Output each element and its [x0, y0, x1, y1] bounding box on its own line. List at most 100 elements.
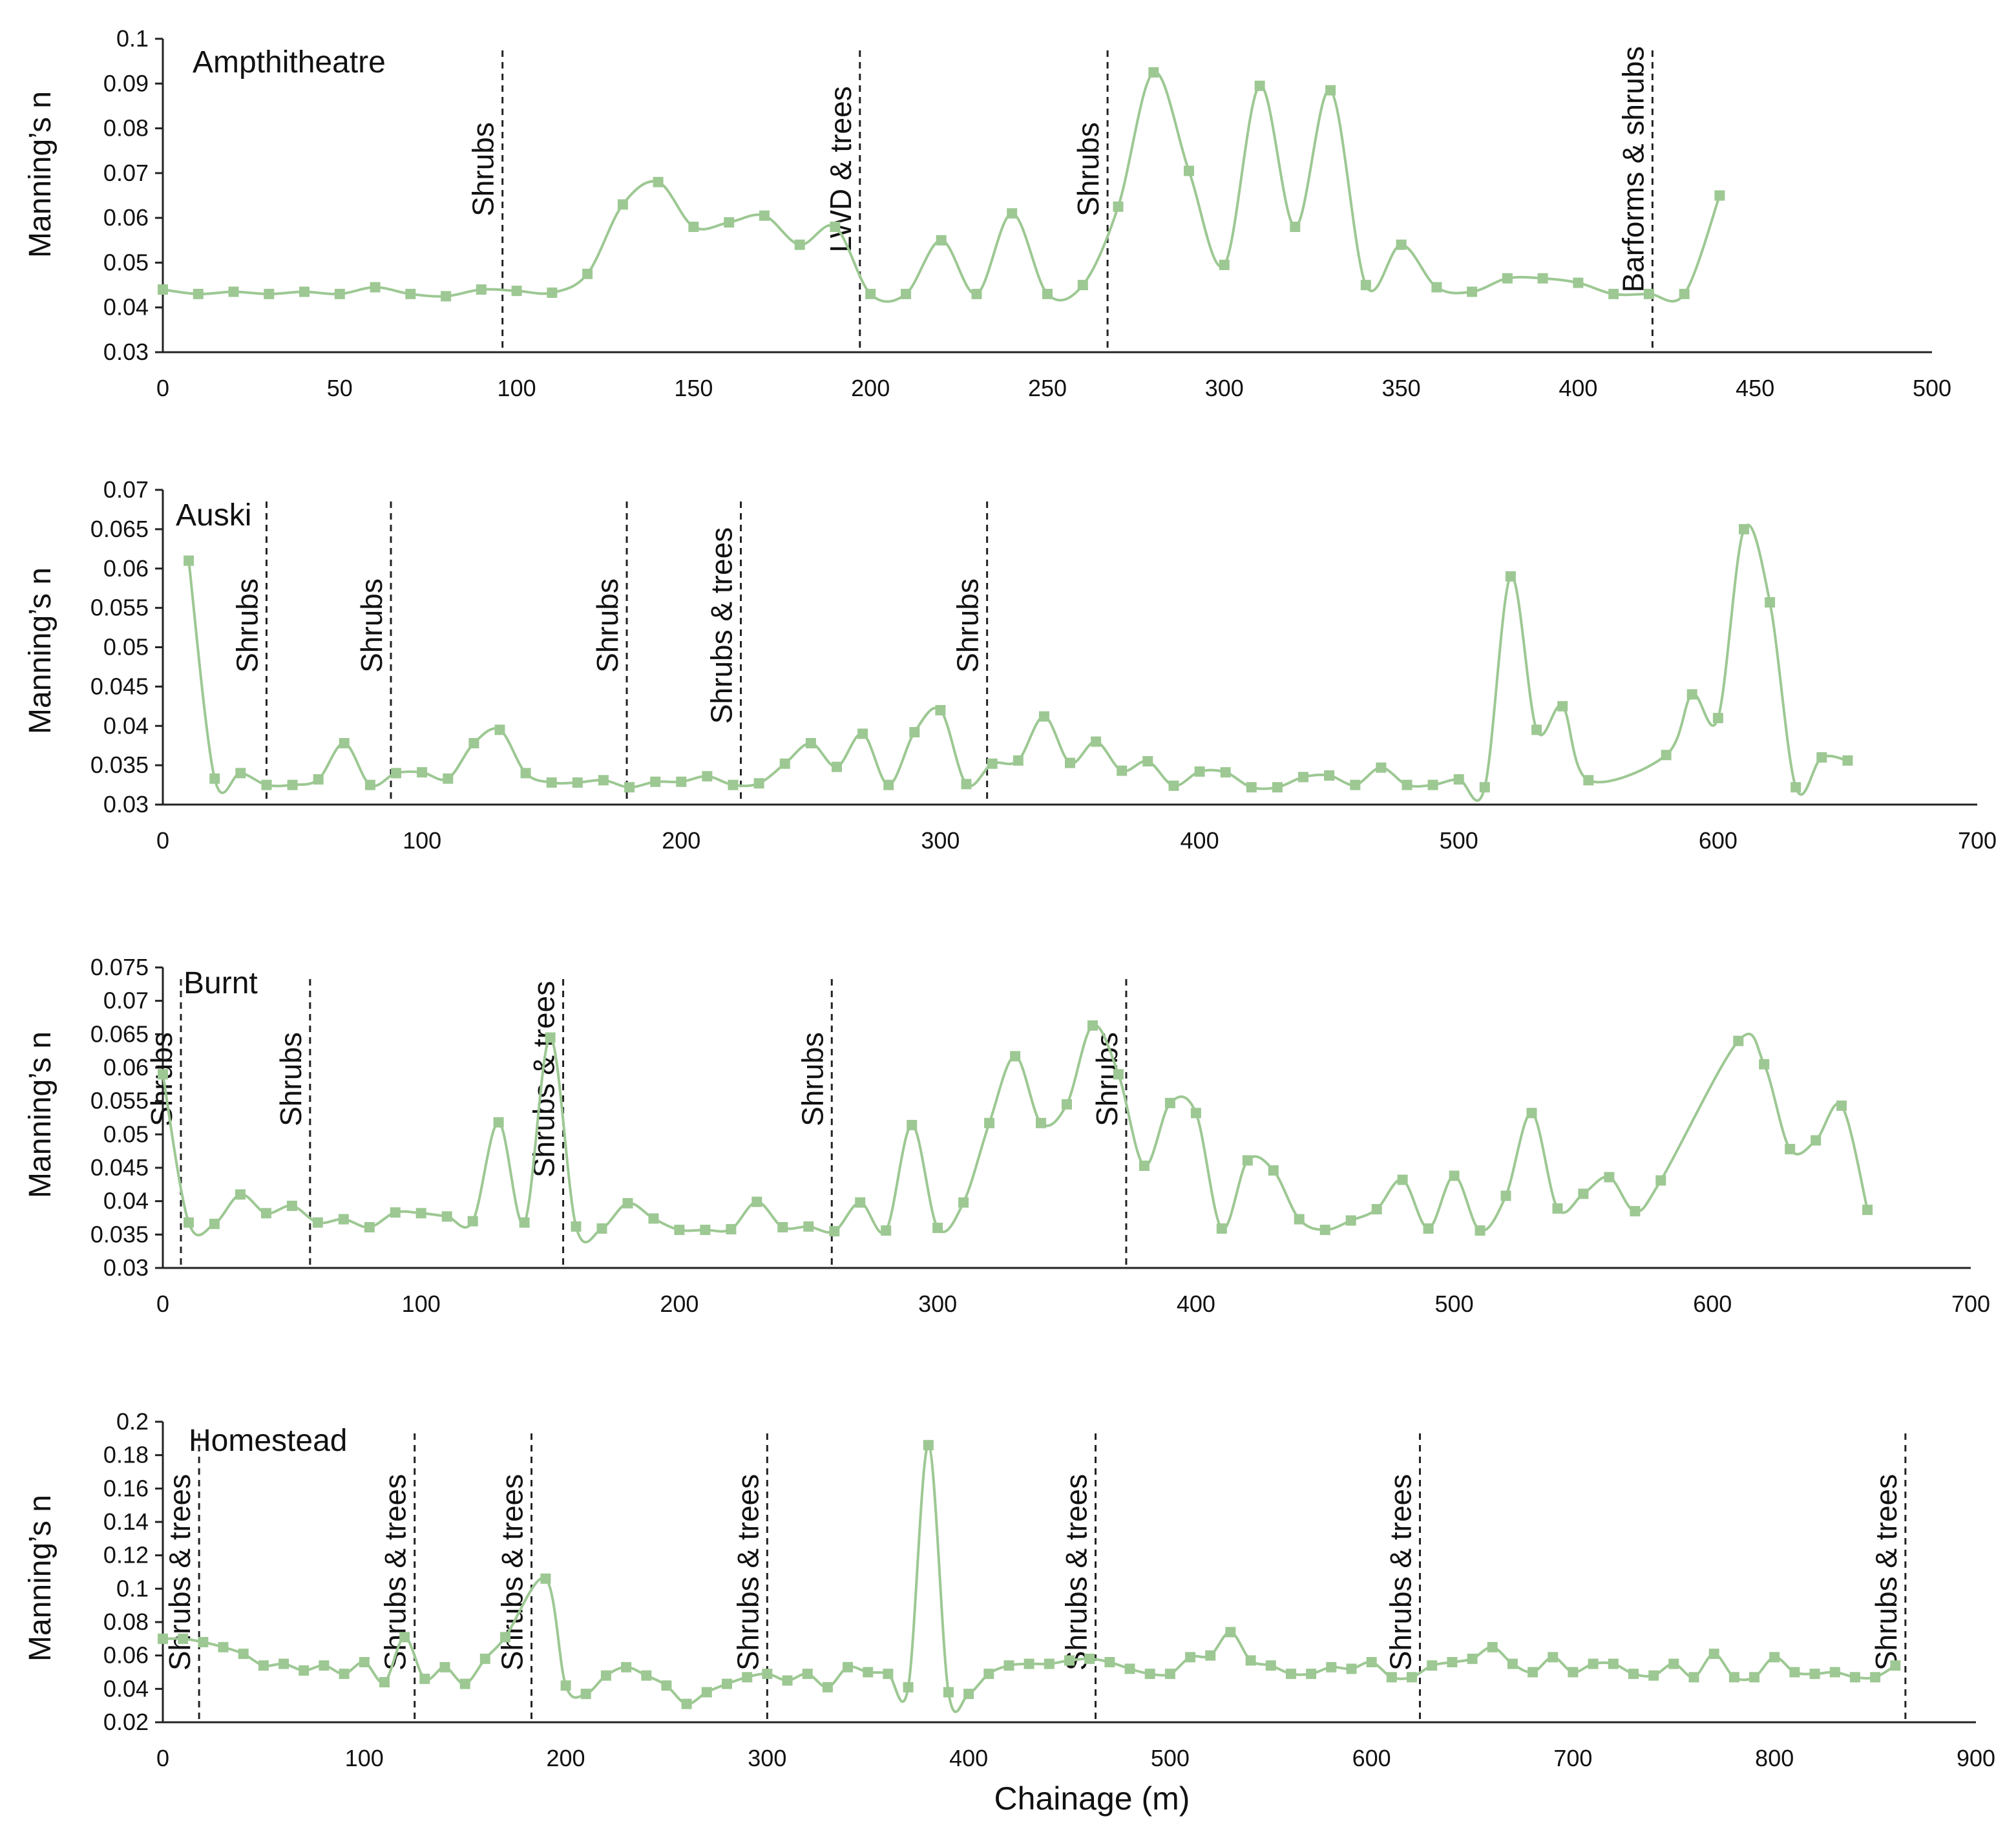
- x-tick-label: 0: [156, 375, 169, 401]
- x-tick-label: 300: [1205, 375, 1244, 401]
- data-point: [1487, 1641, 1498, 1652]
- data-point: [971, 288, 982, 299]
- data-point: [370, 282, 381, 293]
- data-point: [822, 1682, 833, 1693]
- data-point: [805, 738, 816, 748]
- data-point: [1630, 1206, 1641, 1217]
- y-tick-label: 0.045: [90, 1154, 149, 1181]
- data-point: [1688, 1672, 1699, 1683]
- data-point: [1531, 724, 1542, 735]
- series-line: [162, 70, 1721, 303]
- data-point: [596, 1223, 607, 1234]
- y-tick-label: 0.08: [103, 115, 149, 142]
- zone-label: LWD & trees: [824, 86, 857, 252]
- y-tick-label: 0.04: [103, 712, 149, 739]
- y-tick-label: 0.035: [90, 752, 149, 778]
- data-point: [832, 761, 842, 772]
- data-point: [803, 1221, 814, 1232]
- data-point: [1346, 1663, 1357, 1674]
- y-tick-label: 0.1: [116, 25, 149, 52]
- data-point: [779, 758, 790, 769]
- data-point: [1325, 85, 1336, 96]
- data-point: [621, 1662, 632, 1672]
- y-tick-label: 0.06: [103, 1642, 149, 1669]
- data-point: [883, 1669, 894, 1680]
- y-axis-label: Manning’s n: [23, 1031, 58, 1198]
- y-tick-label: 0.05: [103, 249, 149, 275]
- data-point: [1790, 782, 1801, 793]
- data-point: [334, 288, 345, 299]
- x-tick-label: 50: [327, 375, 353, 401]
- data-point: [674, 1225, 685, 1236]
- data-point: [1686, 689, 1697, 700]
- data-point: [1890, 1660, 1901, 1671]
- data-point: [520, 768, 531, 779]
- x-tick-label: 700: [1553, 1745, 1592, 1771]
- x-tick-label: 200: [662, 827, 700, 854]
- data-point: [1402, 779, 1412, 790]
- x-tick-label: 500: [1913, 375, 1951, 401]
- zone-label: Shrubs & trees: [527, 981, 561, 1177]
- data-point: [943, 1687, 954, 1698]
- data-point: [1453, 774, 1464, 785]
- x-tick-label: 500: [1151, 1745, 1190, 1771]
- y-tick-label: 0.05: [103, 1121, 149, 1147]
- data-point: [338, 1214, 349, 1225]
- data-point: [415, 1208, 426, 1219]
- data-point: [1319, 1225, 1330, 1236]
- y-tick-label: 0.04: [103, 1675, 149, 1702]
- data-point: [1769, 1652, 1780, 1663]
- data-point: [417, 767, 428, 778]
- panel-homestead: Manning’s n Homestead 0.02 0.04 0.06 0.08 0.…: [23, 1408, 1995, 1771]
- data-point: [1164, 1669, 1175, 1680]
- data-point: [843, 1662, 853, 1672]
- data-point: [468, 738, 479, 748]
- y-tick-label: 0.06: [103, 555, 149, 582]
- data-point: [1431, 282, 1442, 293]
- zone-label: Shrubs & trees: [1060, 1474, 1093, 1671]
- data-point: [722, 1678, 732, 1689]
- data-point: [1290, 222, 1301, 232]
- data-point: [1113, 1069, 1124, 1080]
- x-tick-label: 400: [1177, 1291, 1215, 1317]
- data-point: [1449, 1170, 1460, 1181]
- data-point: [1628, 1669, 1639, 1680]
- data-point: [1568, 1667, 1579, 1678]
- data-point: [158, 284, 168, 295]
- x-tick-label: 450: [1736, 375, 1774, 401]
- x-tick-label: 600: [1693, 1291, 1732, 1317]
- y-tick-label: 0.08: [103, 1609, 149, 1635]
- x-tick-label: 500: [1440, 827, 1478, 854]
- data-point: [1765, 597, 1776, 608]
- data-point: [580, 1689, 591, 1700]
- data-point: [1117, 765, 1128, 776]
- data-point: [1811, 1135, 1822, 1146]
- x-tick-label: 0: [156, 1745, 169, 1771]
- data-point: [648, 1213, 659, 1224]
- data-point: [1552, 1203, 1563, 1214]
- x-tick-label: 250: [1028, 375, 1067, 401]
- y-tick-label: 0.02: [103, 1709, 149, 1735]
- data-point: [901, 288, 911, 299]
- data-point: [1194, 766, 1205, 777]
- data-point: [724, 217, 735, 228]
- data-point: [399, 1632, 410, 1643]
- data-point: [235, 768, 246, 779]
- y-tick-label: 0.07: [103, 476, 149, 503]
- data-point: [540, 1573, 551, 1584]
- data-point: [218, 1641, 229, 1652]
- data-point: [1447, 1657, 1458, 1667]
- data-point: [1816, 752, 1827, 763]
- data-point: [958, 1197, 969, 1208]
- data-point: [987, 758, 998, 769]
- data-point: [1407, 1672, 1417, 1683]
- data-point: [1010, 1051, 1021, 1062]
- data-point: [493, 1117, 504, 1128]
- data-point: [1573, 277, 1584, 288]
- data-point: [1064, 1655, 1075, 1666]
- data-point: [1479, 782, 1490, 793]
- data-point: [1225, 1627, 1236, 1638]
- x-tick-label: 900: [1957, 1745, 1995, 1771]
- y-tick-label: 0.16: [103, 1475, 149, 1501]
- y-tick-label: 0.03: [103, 791, 149, 818]
